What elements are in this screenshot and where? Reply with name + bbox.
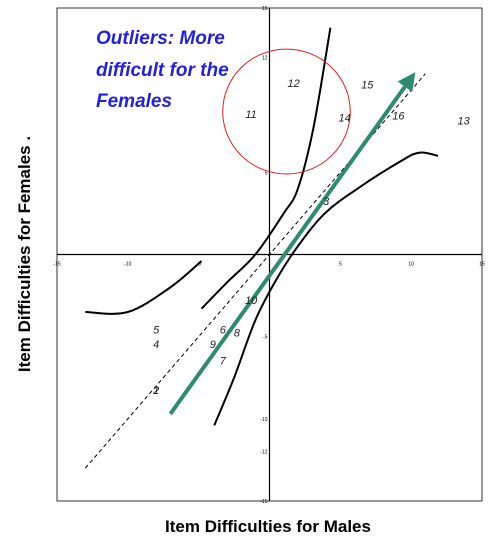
y-tick-label: -5 <box>263 335 268 341</box>
data-point-item-13: 13 <box>457 116 470 128</box>
data-point-item-3: 3 <box>323 196 330 208</box>
y-axis-title: Item Difficulties for Females . <box>15 136 34 372</box>
annotations: Outliers: More difficult for the Females <box>96 28 229 112</box>
data-point-item-4: 4 <box>153 339 159 351</box>
x-tick-label: -15 <box>53 262 60 268</box>
trend-arrow-shaft <box>168 85 407 416</box>
y-tick-label: 15 <box>262 6 268 12</box>
annotation-line-2: difficult for the <box>96 60 229 81</box>
x-tick-label: 5 <box>339 262 342 268</box>
annotation-line-1: Outliers: More <box>96 28 225 49</box>
data-point-item-1: 1 <box>153 385 159 397</box>
confidence-bands <box>85 27 439 426</box>
data-point-item-5: 5 <box>153 324 160 336</box>
lower-confidence-curve <box>213 151 439 426</box>
upper-confidence-curve <box>200 27 332 310</box>
data-point-item-12: 12 <box>287 78 299 90</box>
upper-confidence-curve-tail <box>85 260 203 315</box>
y-tick-label: -15 <box>260 499 267 505</box>
reference-lines <box>84 48 426 469</box>
identity-dashed-line <box>84 73 426 469</box>
annotation-line-3: Females <box>96 91 172 112</box>
outlier-circle <box>222 48 351 175</box>
data-point-item-8: 8 <box>234 328 241 340</box>
x-tick-label: 15 <box>479 262 485 268</box>
data-point-item-9: 9 <box>210 339 216 351</box>
data-point-item-14: 14 <box>338 112 350 124</box>
data-point-item-15: 15 <box>361 80 374 92</box>
data-point-item-16: 16 <box>392 111 405 123</box>
y-tick-label: -12 <box>260 450 267 456</box>
data-point-item-7: 7 <box>220 356 227 368</box>
x-axis-title: Item Difficulties for Males <box>165 517 371 536</box>
data-point-item-2: 2 <box>152 385 159 397</box>
data-point-item-11: 11 <box>245 109 256 121</box>
x-tick-label: -10 <box>124 262 131 268</box>
y-tick-label: 5 <box>265 170 268 176</box>
y-tick-label: -10 <box>260 417 267 423</box>
data-point-item-10: 10 <box>245 295 258 307</box>
trend-arrow-head <box>397 72 416 92</box>
data-point-item-6: 6 <box>220 324 227 336</box>
x-tick-label: 10 <box>408 262 414 268</box>
y-tick-label: 12 <box>262 55 268 61</box>
